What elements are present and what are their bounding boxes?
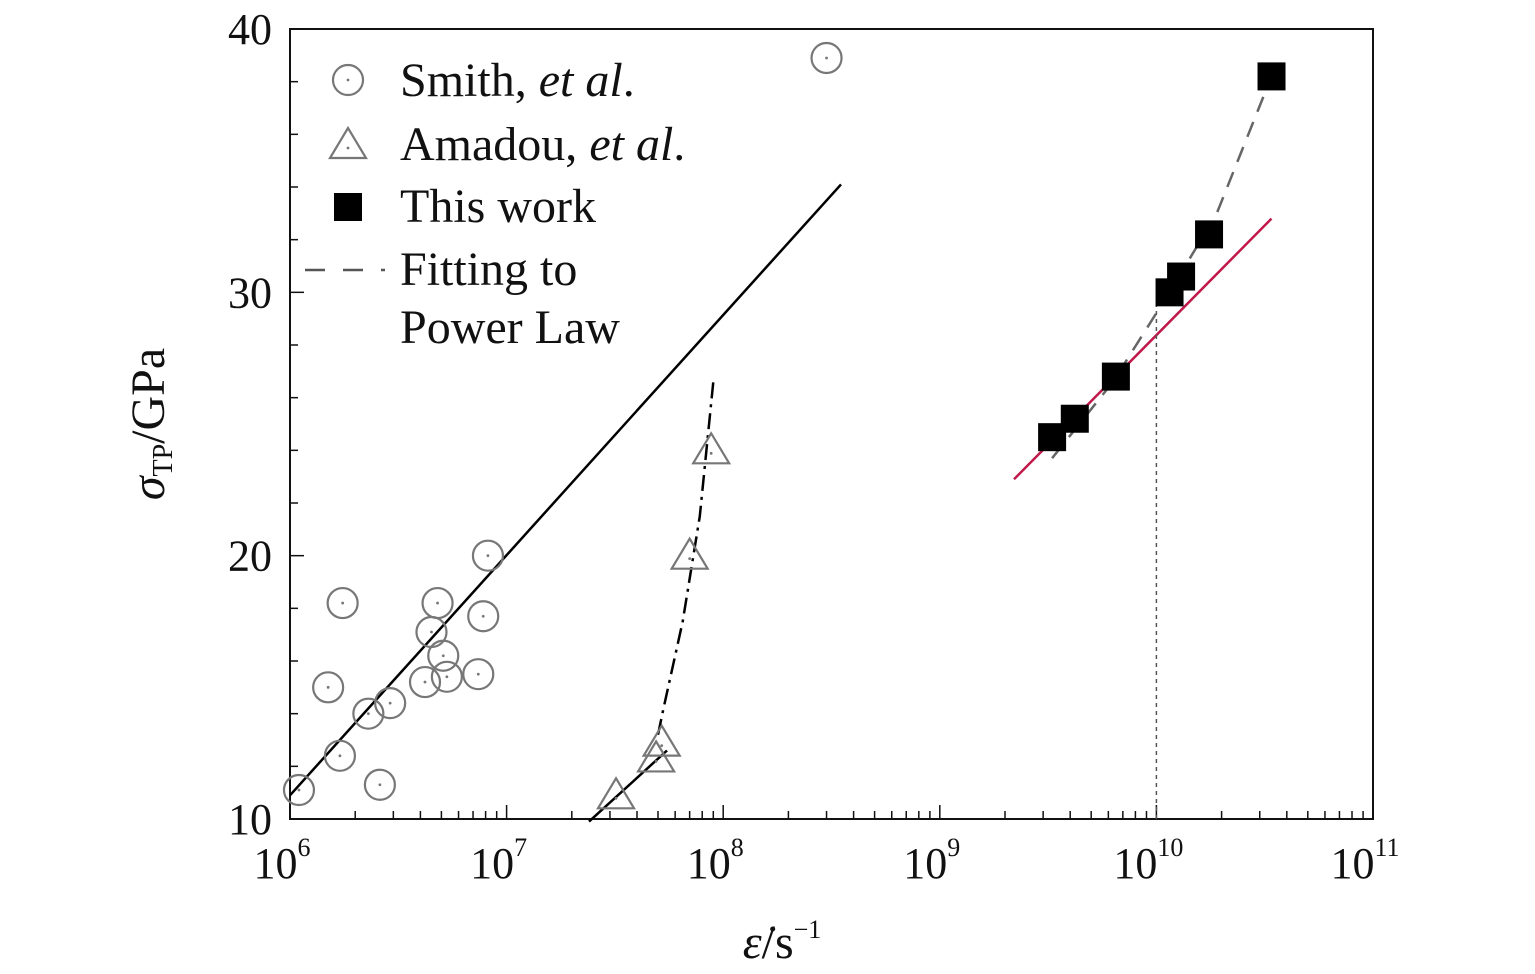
x-tick-labels: 106 107 108 109 1010 1011 <box>254 833 1400 888</box>
legend-markers <box>305 63 385 272</box>
y-axis-label: σTP/GPa <box>122 348 179 500</box>
fit-line-solid <box>588 749 668 823</box>
axis-ticks <box>289 28 1374 820</box>
legend-marker-circle <box>331 63 365 97</box>
legend-entry-smith: Smith, et al. <box>400 54 635 107</box>
x-tick-label: 106 <box>254 833 311 888</box>
legend-entry-fitting: Fitting to <box>400 243 577 296</box>
circle-data-point <box>323 739 357 772</box>
y-tick-label: 40 <box>228 5 272 54</box>
x-tick-label: 1011 <box>1330 833 1399 888</box>
square-data-point <box>1167 262 1196 291</box>
triangle-data-point <box>691 431 732 465</box>
fit-line-solid <box>289 183 842 797</box>
y-tick-label: 20 <box>228 532 272 581</box>
legend-entry-amadou: Amadou, et al. <box>400 118 685 171</box>
circle-data-point <box>421 586 454 620</box>
legend-marker-square <box>334 193 362 221</box>
x-tick-label: 1010 <box>1113 833 1183 888</box>
circle-data-point <box>312 671 345 704</box>
y-tick-label: 30 <box>228 268 272 317</box>
fit-line-dashdot <box>656 381 715 735</box>
legend-entry-power-law: Power Law <box>400 301 620 354</box>
triangle-data-point <box>669 536 710 570</box>
circle-data-point <box>352 697 385 730</box>
legend-entry-this-work: This work <box>400 180 596 233</box>
triangle-data-point <box>641 723 682 757</box>
circle-data-point <box>282 773 316 807</box>
x-tick-label: 109 <box>903 833 960 888</box>
circle-data-point <box>471 539 505 572</box>
circle-data-point <box>363 768 396 801</box>
plot-frame <box>289 28 1374 820</box>
x-tick-label: 107 <box>470 833 527 888</box>
y-tick-label: 10 <box>228 795 272 844</box>
square-data-point <box>1257 62 1286 91</box>
circle-data-point <box>326 586 359 620</box>
y-tick-labels: 10 20 30 40 <box>228 5 272 844</box>
fit-line-dashed <box>1051 75 1273 459</box>
x-tick-label: 108 <box>687 833 744 888</box>
triangle-data-point <box>596 776 636 810</box>
x-axis-label: ε̇/s−1 <box>743 915 822 969</box>
square-data-point <box>1101 362 1130 391</box>
data-markers <box>282 41 1286 810</box>
square-data-point <box>1060 404 1089 433</box>
circle-data-point <box>810 41 843 75</box>
circle-data-point <box>467 600 500 633</box>
circle-data-point <box>408 665 442 699</box>
circle-data-point <box>430 660 463 693</box>
legend: Smith, et al. Amadou, et al. This work F… <box>305 54 685 354</box>
legend-marker-triangle <box>328 125 368 160</box>
circle-data-point <box>462 658 495 691</box>
square-data-point <box>1195 220 1224 249</box>
circle-data-point <box>427 639 460 672</box>
circle-data-point <box>374 687 407 720</box>
circle-data-point <box>415 615 448 649</box>
